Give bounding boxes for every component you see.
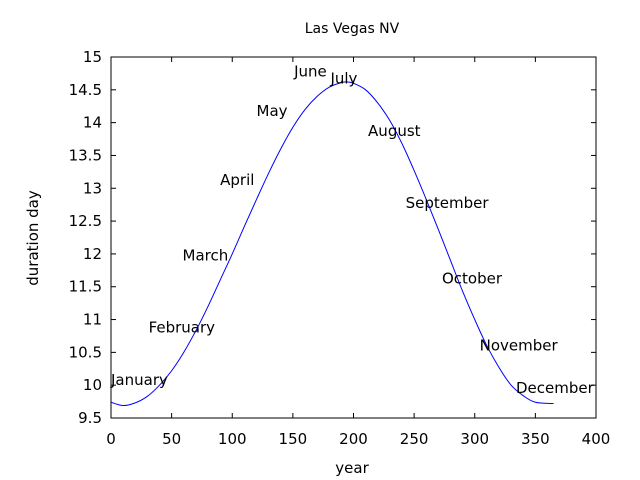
month-annotation: December — [516, 379, 595, 397]
x-tick-label: 0 — [106, 430, 116, 448]
month-annotation: February — [149, 319, 216, 337]
y-tick-label: 9.5 — [78, 409, 102, 427]
month-annotation: March — [183, 246, 229, 264]
x-tick-label: 150 — [279, 430, 308, 448]
month-annotation: June — [293, 63, 327, 81]
month-annotation: July — [329, 69, 357, 87]
y-tick-label: 10 — [83, 376, 102, 394]
ticks — [110, 56, 597, 419]
chart-title: Las Vegas NV — [305, 21, 400, 37]
y-tick-label: 13.5 — [69, 146, 102, 164]
y-axis-label: duration day — [24, 190, 42, 286]
x-axis-label: year — [335, 459, 369, 477]
tick-labels: 0 50 100 150 200 250 300 350 400 9.5 10 10.5 11 11.5 1… — [69, 48, 611, 448]
x-tick-label: 350 — [521, 430, 550, 448]
y-tick-label: 12 — [83, 245, 102, 263]
y-tick-label: 14.5 — [69, 81, 102, 99]
x-tick-label: 100 — [218, 430, 247, 448]
x-tick-label: 250 — [400, 430, 429, 448]
y-tick-label: 12.5 — [69, 212, 102, 230]
y-tick-label: 10.5 — [69, 343, 102, 361]
y-tick-label: 11.5 — [69, 278, 102, 296]
plot-frame — [110, 56, 597, 419]
month-annotation: September — [406, 194, 490, 212]
month-annotation: April — [220, 171, 254, 189]
annotations: January February March April May June July Augu… — [110, 63, 595, 397]
month-annotation: August — [368, 122, 421, 140]
x-tick-label: 400 — [582, 430, 611, 448]
month-annotation: November — [480, 336, 559, 354]
x-tick-label: 200 — [339, 430, 368, 448]
y-tick-label: 15 — [83, 48, 102, 66]
y-tick-label: 11 — [83, 311, 102, 329]
y-tick-label: 14 — [83, 114, 102, 132]
month-annotation: May — [257, 102, 288, 120]
month-annotation: October — [442, 269, 503, 287]
month-annotation: January — [110, 371, 168, 389]
x-tick-label: 50 — [162, 430, 181, 448]
series-line — [110, 81, 554, 407]
y-tick-label: 13 — [83, 179, 102, 197]
x-tick-label: 300 — [460, 430, 489, 448]
